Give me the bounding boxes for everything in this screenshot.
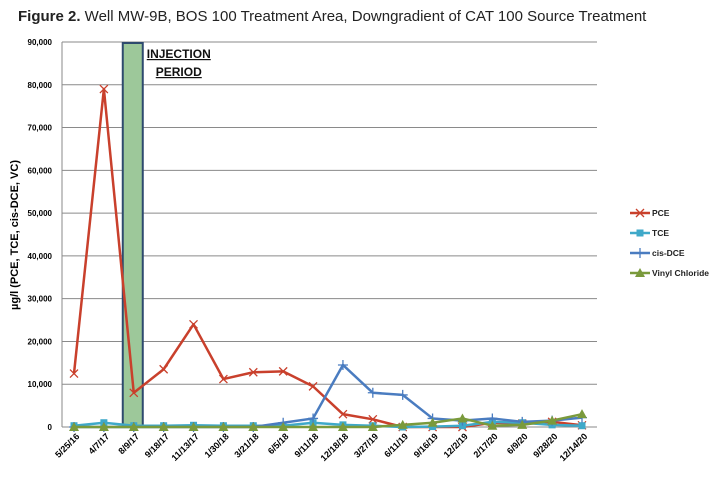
legend-marker-pce bbox=[635, 208, 645, 218]
x-tick-label: 9/16/19 bbox=[412, 431, 440, 459]
data-point-cis-dce bbox=[397, 389, 408, 400]
injection-label: INJECTION bbox=[147, 47, 211, 61]
figure-number: Figure 2. bbox=[18, 8, 81, 25]
y-tick-label: 40,000 bbox=[28, 252, 53, 261]
series-line-cis-dce bbox=[74, 363, 583, 429]
data-point-pce bbox=[248, 367, 258, 377]
y-tick-label: 80,000 bbox=[28, 81, 53, 90]
data-point-vinyl-chloride bbox=[577, 409, 587, 419]
legend-marker-cis-dce bbox=[635, 248, 645, 258]
y-tick-label: 50,000 bbox=[28, 209, 53, 218]
data-point-vinyl-chloride bbox=[98, 422, 109, 431]
data-point-cis-dce bbox=[337, 359, 348, 370]
data-point-vinyl-chloride bbox=[128, 422, 139, 431]
data-point-pce bbox=[99, 84, 109, 94]
y-tick-label: 10,000 bbox=[28, 380, 53, 389]
figure-caption: Well MW-9B, BOS 100 Treatment Area, Down… bbox=[80, 8, 647, 25]
y-tick-label: 30,000 bbox=[28, 295, 53, 304]
x-tick-label: 6/5/18 bbox=[266, 431, 291, 456]
data-point-vinyl-chloride bbox=[158, 422, 169, 431]
x-tick-label: 8/9/17 bbox=[116, 431, 141, 456]
x-tick-label: 5/25/16 bbox=[53, 431, 81, 459]
y-tick-label: 70,000 bbox=[28, 124, 53, 133]
y-tick-label: 0 bbox=[48, 423, 53, 432]
x-tick-label: 12/14/20 bbox=[558, 431, 590, 463]
legend-marker-vinyl-chloride bbox=[635, 268, 645, 277]
legend-label-tce: TCE bbox=[652, 228, 669, 238]
x-tick-label: 9/18/17 bbox=[143, 431, 171, 459]
series-line-pce bbox=[72, 87, 583, 429]
x-tick-label: 6/11/19 bbox=[382, 431, 410, 459]
data-point-vinyl-chloride bbox=[308, 422, 319, 431]
injection-period-box bbox=[121, 42, 144, 428]
data-point-vinyl-chloride bbox=[278, 422, 289, 431]
data-point-pce bbox=[69, 369, 79, 378]
data-point-vinyl-chloride bbox=[457, 413, 468, 423]
y-tick-label: 60,000 bbox=[28, 166, 53, 175]
data-point-vinyl-chloride bbox=[69, 422, 79, 431]
data-point-vinyl-chloride bbox=[367, 422, 378, 431]
data-point-pce bbox=[308, 381, 318, 391]
y-tick-label: 90,000 bbox=[28, 38, 53, 47]
data-point-vinyl-chloride bbox=[188, 422, 199, 431]
data-point-cis-dce bbox=[308, 413, 319, 424]
y-axis-label: µg/l (PCE, TCE, cis-DCE, VC) bbox=[9, 160, 21, 310]
data-point-tce bbox=[578, 422, 586, 430]
x-tick-label: 1/30/18 bbox=[203, 431, 231, 459]
data-point-vinyl-chloride bbox=[248, 422, 259, 431]
data-point-vinyl-chloride bbox=[487, 420, 498, 430]
legend-label-cis-dce: cis-DCE bbox=[652, 248, 685, 258]
legend-marker-tce bbox=[636, 229, 644, 237]
x-tick-label: 11/13/17 bbox=[169, 431, 200, 462]
data-point-pce bbox=[159, 364, 169, 374]
x-tick-label: 12/2/19 bbox=[442, 431, 470, 459]
x-tick-label: 9/28/20 bbox=[531, 431, 559, 459]
data-point-tce bbox=[458, 422, 466, 430]
data-point-pce bbox=[189, 319, 198, 329]
y-tick-label: 20,000 bbox=[28, 337, 53, 346]
data-point-pce bbox=[218, 374, 228, 384]
x-tick-label: 9/11/18 bbox=[293, 431, 321, 459]
x-tick-label: 4/7/17 bbox=[87, 431, 112, 456]
x-tick-label: 3/27/19 bbox=[352, 431, 380, 459]
data-point-vinyl-chloride bbox=[218, 422, 229, 431]
data-point-vinyl-chloride bbox=[517, 419, 528, 429]
data-point-pce bbox=[368, 414, 378, 424]
data-point-pce bbox=[338, 409, 348, 419]
series-line-vinyl-chloride bbox=[74, 412, 583, 429]
data-point-cis-dce bbox=[367, 387, 378, 398]
data-point-pce bbox=[129, 388, 139, 398]
data-point-vinyl-chloride bbox=[337, 422, 348, 431]
legend-label-pce: PCE bbox=[652, 208, 670, 218]
x-tick-label: 6/9/20 bbox=[505, 431, 530, 456]
data-point-vinyl-chloride bbox=[397, 419, 408, 429]
figure-title: Figure 2. Well MW-9B, BOS 100 Treatment … bbox=[18, 8, 646, 25]
x-tick-label: 2/17/20 bbox=[471, 431, 499, 459]
legend-label-vinyl-chloride: Vinyl Chloride bbox=[652, 268, 709, 278]
data-point-vinyl-chloride bbox=[547, 415, 558, 425]
x-tick-label: 12/18/18 bbox=[319, 431, 351, 463]
data-point-pce bbox=[278, 366, 288, 376]
data-point-vinyl-chloride bbox=[427, 417, 438, 427]
injection-label: PERIOD bbox=[156, 65, 202, 79]
x-tick-label: 3/21/18 bbox=[232, 431, 260, 459]
series-line-tce bbox=[73, 420, 583, 429]
